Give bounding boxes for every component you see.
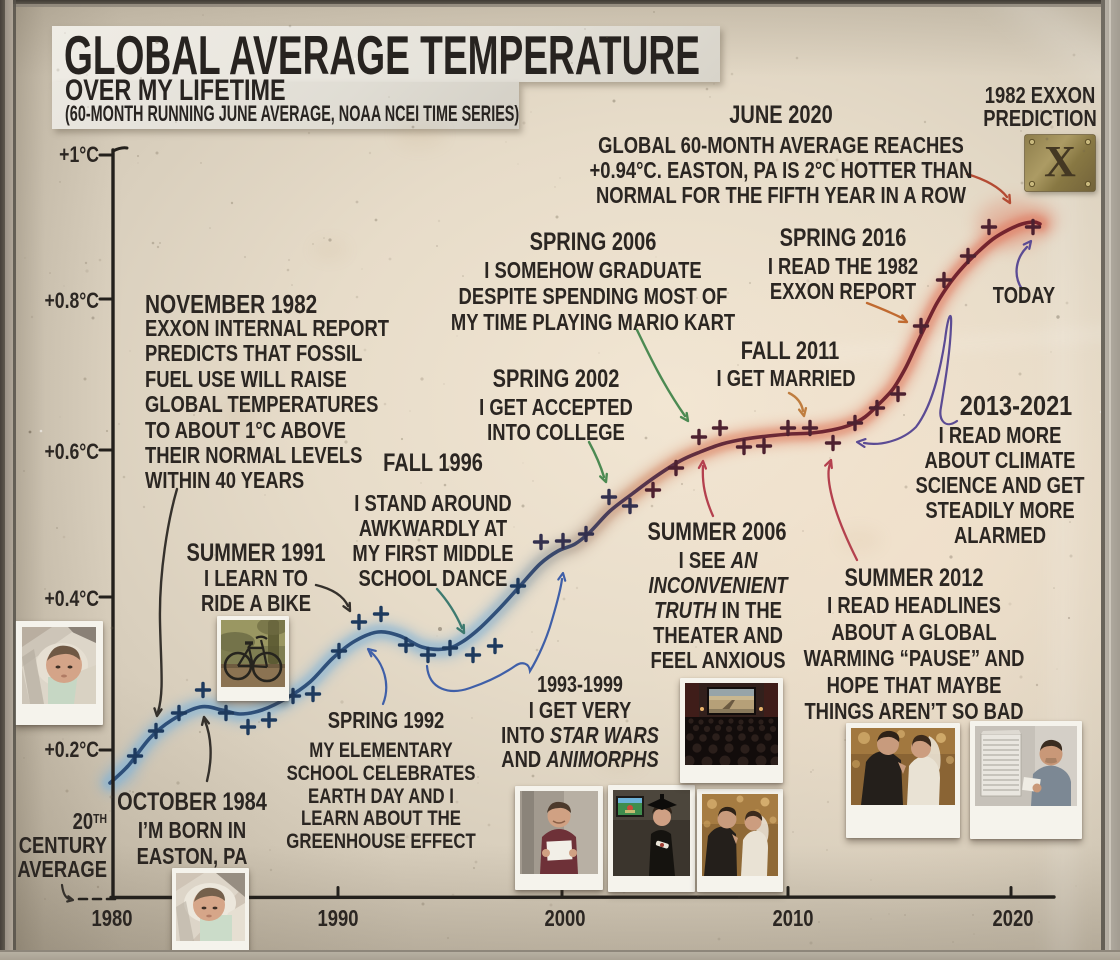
svg-text:X: X [1044,137,1076,186]
